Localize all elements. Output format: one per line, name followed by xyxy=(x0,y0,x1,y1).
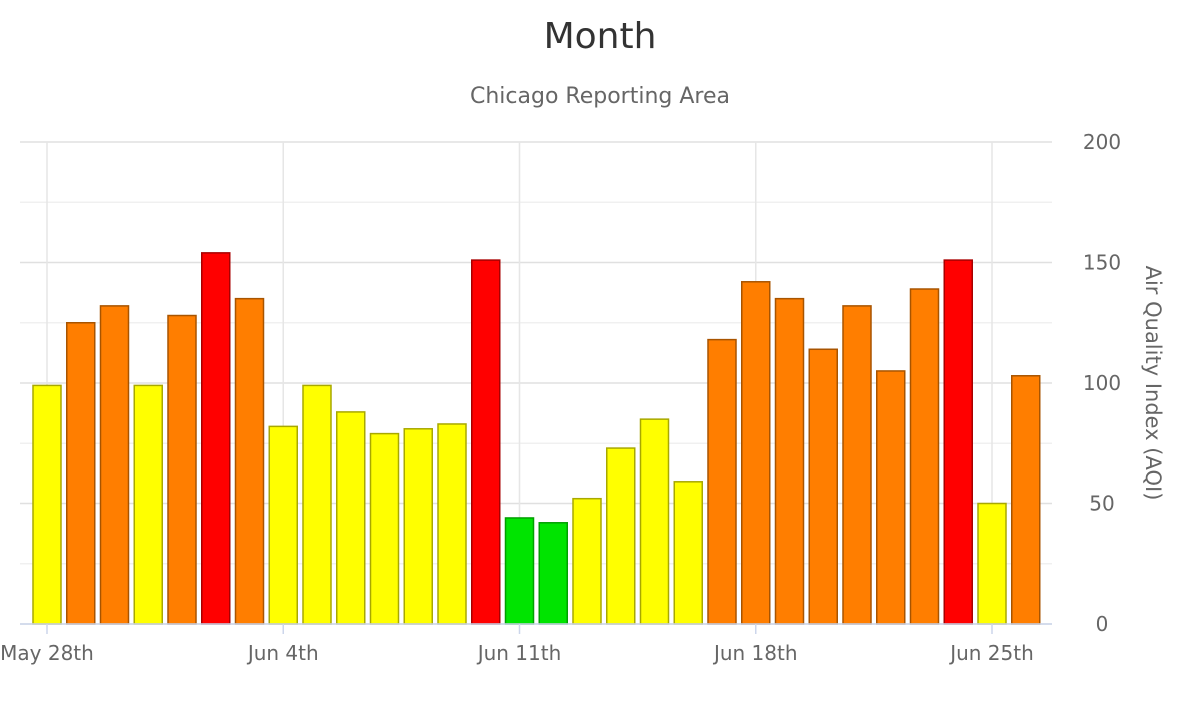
bar-2023-05-28[interactable] xyxy=(32,384,62,625)
bar-2023-06-20[interactable] xyxy=(808,348,838,625)
bar-2023-06-26[interactable] xyxy=(1011,375,1041,625)
y-tick-label: 50 xyxy=(1089,492,1114,516)
bar-2023-05-30[interactable] xyxy=(99,305,130,625)
bar-2023-06-24[interactable] xyxy=(943,259,973,625)
bar-2023-06-14[interactable] xyxy=(606,447,636,625)
bars xyxy=(32,252,1041,625)
bar-2023-06-04[interactable] xyxy=(268,425,298,625)
y-tick-label: 150 xyxy=(1083,251,1121,275)
bar-2023-05-31[interactable] xyxy=(133,384,163,625)
bar-2023-06-09[interactable] xyxy=(437,423,467,625)
bar-2023-06-15[interactable] xyxy=(639,418,670,625)
bar-2023-06-18[interactable] xyxy=(741,281,771,625)
bar-2023-06-03[interactable] xyxy=(234,297,265,625)
chart-subtitle: Chicago Reporting Area xyxy=(470,84,730,109)
bar-2023-06-22[interactable] xyxy=(876,370,906,625)
x-tick-label: Jun 4th xyxy=(246,641,319,665)
bar-2023-06-25[interactable] xyxy=(977,502,1007,625)
bar-2023-05-29[interactable] xyxy=(66,322,96,625)
y-axis-title: Air Quality Index (AQI) xyxy=(1141,266,1165,501)
bar-2023-06-17[interactable] xyxy=(707,338,737,625)
bar-2023-06-07[interactable] xyxy=(369,432,400,625)
bar-2023-06-10[interactable] xyxy=(471,259,501,625)
bar-2023-06-11[interactable] xyxy=(504,517,535,625)
bar-2023-06-23[interactable] xyxy=(909,288,940,625)
bar-2023-06-12[interactable] xyxy=(538,522,568,625)
x-tick-label: Jun 25th xyxy=(948,641,1034,665)
bar-2023-06-02[interactable] xyxy=(201,252,231,625)
x-tick-label: Jun 11th xyxy=(476,641,562,665)
x-tick-label: May 28th xyxy=(0,641,94,665)
chart-title: Month xyxy=(544,16,657,57)
bar-2023-06-08[interactable] xyxy=(403,428,433,625)
x-tick-label: Jun 18th xyxy=(712,641,798,665)
y-tick-label: 100 xyxy=(1083,371,1121,395)
bar-2023-06-06[interactable] xyxy=(336,411,366,625)
bar-2023-06-01[interactable] xyxy=(167,314,197,625)
bar-2023-06-13[interactable] xyxy=(572,497,602,625)
y-tick-label: 200 xyxy=(1083,130,1121,154)
bar-2023-06-19[interactable] xyxy=(774,297,805,625)
bar-2023-06-21[interactable] xyxy=(842,305,872,625)
bar-2023-06-16[interactable] xyxy=(673,481,703,625)
bar-2023-06-05[interactable] xyxy=(302,384,332,625)
y-tick-label: 0 xyxy=(1096,612,1109,636)
axes: May 28th Jun 4th Jun 11th Jun 18th Jun 25th 0… xyxy=(0,130,1121,665)
